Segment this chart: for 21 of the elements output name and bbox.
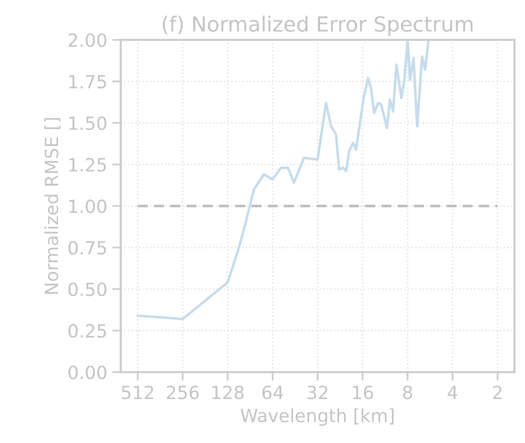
y-tick-label: 0.25 xyxy=(68,324,106,338)
x-tick-label: 16 xyxy=(353,386,373,400)
y-tick-label: 0.00 xyxy=(68,366,106,380)
y-tick-label: 1.00 xyxy=(69,199,106,214)
y-tick-label: 0.50 xyxy=(68,282,106,296)
x-tick-label: 32 xyxy=(308,386,328,400)
y-tick-label: 1.75 xyxy=(69,75,106,89)
x-tick-label: 64 xyxy=(262,386,284,400)
x-tick-label: 8 xyxy=(403,386,412,400)
chart-title: (f) Normalized Error Spectrum xyxy=(162,16,473,36)
y-tick-label: 1.25 xyxy=(69,158,106,172)
x-tick-label: 256 xyxy=(166,386,199,400)
y-tick-label: 2.00 xyxy=(68,33,106,47)
x-axis-title: Wavelength [km] xyxy=(240,408,394,426)
x-tick-label: 4 xyxy=(448,386,458,400)
y-tick-label: 0.75 xyxy=(68,240,106,255)
x-tick-label: 512 xyxy=(122,386,154,400)
y-axis-title: Normalized RMSE [] xyxy=(44,118,60,294)
x-tick-label: 2 xyxy=(493,386,502,400)
y-tick-label: 1.50 xyxy=(69,116,106,130)
x-tick-label: 128 xyxy=(212,386,244,400)
